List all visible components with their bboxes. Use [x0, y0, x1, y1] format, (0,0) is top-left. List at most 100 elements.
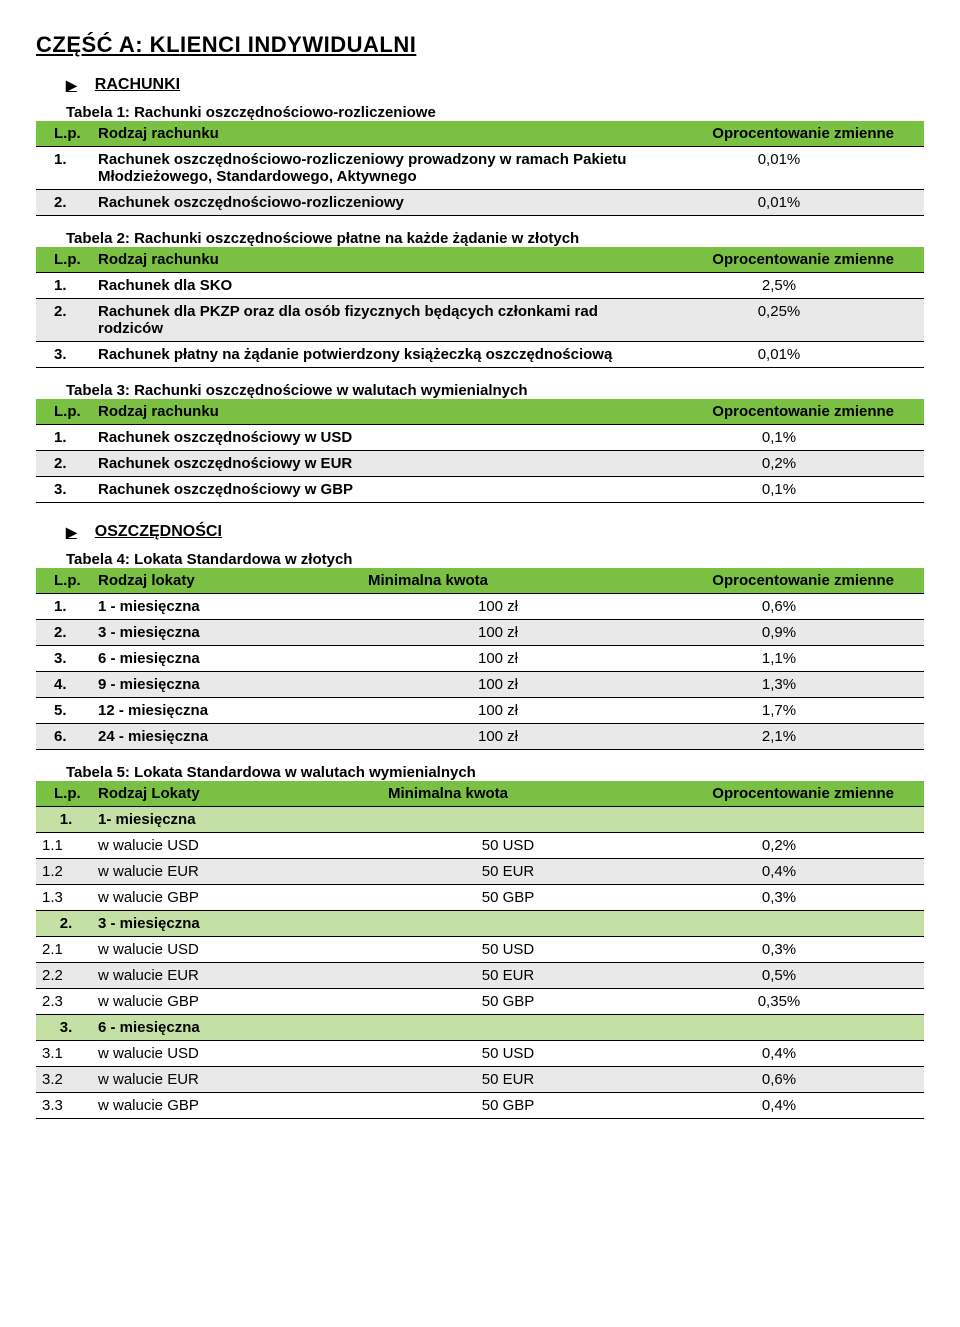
table-cell: L.p. — [36, 121, 92, 147]
table2: L.p.Rodzaj rachunkuOprocentowanie zmienn… — [36, 247, 924, 368]
table-cell: 12 - miesięczna — [92, 698, 362, 724]
table4-caption: Tabela 4: Lokata Standardowa w złotych — [66, 551, 924, 568]
table-cell: w walucie USD — [92, 937, 382, 963]
table-cell — [382, 1015, 634, 1041]
table-cell: L.p. — [36, 247, 92, 273]
table-subheader: 1.1- miesięczna — [36, 807, 924, 833]
table-cell: 3. — [36, 477, 92, 503]
table-row: 2.3 - miesięczna100 zł0,9% — [36, 620, 924, 646]
table-cell: 0,35% — [634, 989, 924, 1015]
table-cell: 2.1 — [36, 937, 92, 963]
table-cell: 1 - miesięczna — [92, 594, 362, 620]
table-cell: w walucie USD — [92, 1041, 382, 1067]
table-cell: 0,01% — [634, 147, 924, 190]
section-label-text: RACHUNKI — [95, 76, 180, 94]
table-cell: 0,2% — [634, 833, 924, 859]
table-cell: 6 - miesięczna — [92, 646, 362, 672]
table-cell: Oprocentowanie zmienne — [634, 121, 924, 147]
table-cell: Rodzaj lokaty — [92, 568, 362, 594]
table1: L.p.Rodzaj rachunkuOprocentowanie zmienn… — [36, 121, 924, 216]
table-row: 1.Rachunek oszczędnościowy w USD0,1% — [36, 425, 924, 451]
table-cell: 1. — [36, 425, 92, 451]
table-cell: 1. — [36, 594, 92, 620]
table-cell: 1. — [36, 147, 92, 190]
table-cell: Minimalna kwota — [362, 568, 634, 594]
table-cell: w walucie GBP — [92, 989, 382, 1015]
table-cell — [634, 911, 924, 937]
table5: L.p.Rodzaj LokatyMinimalna kwotaOprocent… — [36, 781, 924, 1119]
chevron-right-icon: ▶ — [66, 524, 77, 541]
table-row: 3.3w walucie GBP50 GBP0,4% — [36, 1093, 924, 1119]
table-cell: Rachunek oszczędnościowy w GBP — [92, 477, 634, 503]
table-cell: 3 - miesięczna — [92, 620, 362, 646]
table-cell: 100 zł — [362, 646, 634, 672]
table-cell: 3.2 — [36, 1067, 92, 1093]
table-cell: 1. — [36, 807, 92, 833]
table-cell: 0,3% — [634, 885, 924, 911]
table-cell: 2. — [36, 911, 92, 937]
table2-caption: Tabela 2: Rachunki oszczędnościowe płatn… — [66, 230, 924, 247]
table-row: 1.Rachunek oszczędnościowo-rozliczeniowy… — [36, 147, 924, 190]
table-cell: Oprocentowanie zmienne — [634, 399, 924, 425]
table-row: 3.6 - miesięczna100 zł1,1% — [36, 646, 924, 672]
table-cell: Rachunek dla PKZP oraz dla osób fizyczny… — [92, 299, 634, 342]
table-cell — [382, 911, 634, 937]
table-subheader: 3.6 - miesięczna — [36, 1015, 924, 1041]
table-row: 4.9 - miesięczna100 zł1,3% — [36, 672, 924, 698]
table-cell: 2.3 — [36, 989, 92, 1015]
table-cell: 50 GBP — [382, 1093, 634, 1119]
table-cell — [382, 807, 634, 833]
table-cell: 2. — [36, 299, 92, 342]
table-cell: Oprocentowanie zmienne — [634, 781, 924, 807]
table-cell: L.p. — [36, 399, 92, 425]
table-cell: 5. — [36, 698, 92, 724]
table-cell: 1. — [36, 273, 92, 299]
table-cell: Rachunek oszczędnościowy w USD — [92, 425, 634, 451]
table-cell: 0,01% — [634, 342, 924, 368]
table-cell: w walucie GBP — [92, 1093, 382, 1119]
table-cell: 0,4% — [634, 1041, 924, 1067]
table-cell: 3. — [36, 1015, 92, 1041]
table-cell: Rodzaj rachunku — [92, 247, 634, 273]
table-row: 2.Rachunek dla PKZP oraz dla osób fizycz… — [36, 299, 924, 342]
table-cell: Rachunek płatny na żądanie potwierdzony … — [92, 342, 634, 368]
table-cell: 50 USD — [382, 833, 634, 859]
table-cell: 1- miesięczna — [92, 807, 382, 833]
table-cell: 0,1% — [634, 425, 924, 451]
table-cell: 2,5% — [634, 273, 924, 299]
table-cell: 24 - miesięczna — [92, 724, 362, 750]
table-cell — [634, 1015, 924, 1041]
section-label-text: OSZCZĘDNOŚCI — [95, 523, 222, 541]
table-cell: 50 EUR — [382, 963, 634, 989]
table3: L.p.Rodzaj rachunkuOprocentowanie zmienn… — [36, 399, 924, 503]
table-cell: 2. — [36, 190, 92, 216]
table-cell: 1.3 — [36, 885, 92, 911]
table-cell: 1,1% — [634, 646, 924, 672]
table-cell: 1.2 — [36, 859, 92, 885]
table5-caption: Tabela 5: Lokata Standardowa w walutach … — [66, 764, 924, 781]
table-cell: 0,5% — [634, 963, 924, 989]
table-cell: 100 zł — [362, 698, 634, 724]
table-cell: Rachunek dla SKO — [92, 273, 634, 299]
table-cell: Rodzaj Lokaty — [92, 781, 382, 807]
table-cell: 3.1 — [36, 1041, 92, 1067]
table-cell: L.p. — [36, 781, 92, 807]
table-cell: 0,4% — [634, 1093, 924, 1119]
table-cell: 0,25% — [634, 299, 924, 342]
table-cell: 1.1 — [36, 833, 92, 859]
table-cell: 2.2 — [36, 963, 92, 989]
table-cell: Rodzaj rachunku — [92, 399, 634, 425]
table-cell: 0,6% — [634, 1067, 924, 1093]
table-cell: Minimalna kwota — [382, 781, 634, 807]
table-cell: 2,1% — [634, 724, 924, 750]
table-cell: 50 USD — [382, 1041, 634, 1067]
table-cell: Rodzaj rachunku — [92, 121, 634, 147]
page-title: CZĘŚĆ A: KLIENCI INDYWIDUALNI — [36, 32, 924, 58]
table-row: 2.3w walucie GBP50 GBP0,35% — [36, 989, 924, 1015]
table-cell: 50 EUR — [382, 859, 634, 885]
table-cell: 100 zł — [362, 594, 634, 620]
table-cell: 6. — [36, 724, 92, 750]
table-row: 1.1w walucie USD50 USD0,2% — [36, 833, 924, 859]
table-cell: Rachunek oszczędnościowo-rozliczeniowy — [92, 190, 634, 216]
table3-caption: Tabela 3: Rachunki oszczędnościowe w wal… — [66, 382, 924, 399]
